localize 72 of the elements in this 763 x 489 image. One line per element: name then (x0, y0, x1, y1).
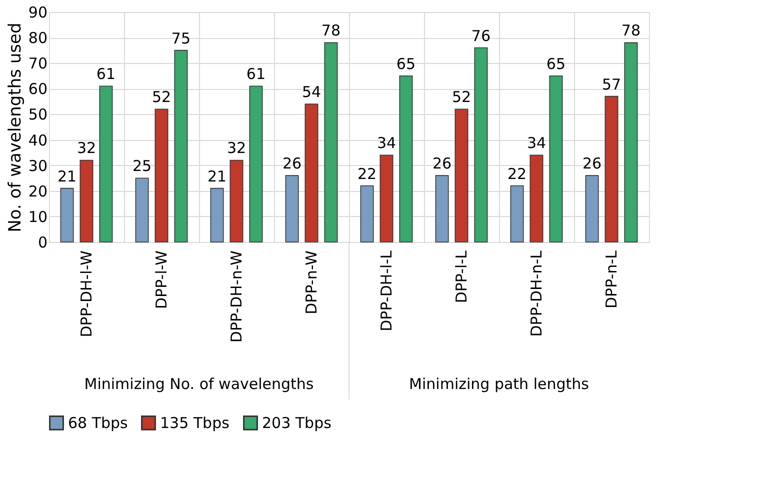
data-label: 26 (432, 154, 452, 173)
y-tick-label: 70 (28, 54, 48, 73)
data-label: 26 (582, 154, 602, 173)
data-label: 52 (152, 88, 172, 106)
y-tick-label: 80 (28, 29, 48, 48)
data-label: 78 (621, 22, 641, 40)
bar (210, 188, 224, 242)
bar (399, 75, 413, 242)
x-tick-label: DPP-DH-l-W (78, 250, 96, 338)
x-tick-label: DPP-n-L (602, 250, 620, 309)
bar (454, 108, 468, 242)
x-tick-label: DPP-DH-l-L (378, 250, 396, 332)
data-label: 21 (207, 167, 227, 186)
bar (510, 185, 524, 242)
text: Minimizing path lengths (409, 375, 590, 393)
bar (99, 86, 113, 242)
data-label: 65 (546, 54, 566, 73)
data-label: 26 (282, 154, 302, 173)
bar (380, 154, 394, 242)
data-label: 65 (396, 54, 416, 73)
y-tick-label: 60 (28, 80, 48, 98)
y-tick-label: 90 (28, 4, 48, 22)
data-label: 22 (507, 164, 527, 183)
y-axis-title: No. of wavelengths used (5, 22, 26, 232)
data-label: 54 (302, 83, 322, 101)
data-label: 32 (76, 139, 96, 158)
bar (80, 160, 94, 242)
data-label: 61 (246, 65, 266, 84)
data-label: 52 (452, 88, 472, 106)
bar (174, 50, 188, 242)
x-tick-label: DPP-l-L (452, 250, 470, 304)
bar (230, 160, 244, 242)
data-label: 61 (96, 65, 116, 84)
data-label: 34 (526, 134, 546, 152)
legend-label: 68 Tbps (68, 414, 128, 432)
bar (435, 175, 449, 242)
bar (474, 47, 488, 242)
data-label: 76 (471, 26, 491, 45)
bar (135, 178, 149, 242)
legend-label: 203 Tbps (262, 414, 332, 432)
bar (60, 188, 74, 242)
data-label: 75 (171, 29, 191, 48)
data-label: 57 (602, 75, 622, 94)
data-label: 32 (226, 139, 246, 158)
bar (549, 75, 563, 242)
data-label: 22 (357, 164, 377, 183)
y-tick-label: 20 (28, 182, 48, 200)
data-label: 34 (376, 134, 396, 152)
y-tick-label: 40 (28, 131, 48, 150)
data-label: 21 (57, 167, 77, 186)
bar (324, 42, 338, 242)
bar (154, 108, 168, 242)
x-tick-label: DPP-l-W (152, 250, 170, 310)
legend-label: 135 Tbps (160, 414, 230, 432)
y-tick-label: 0 (38, 234, 48, 252)
bar (249, 86, 263, 242)
bar (530, 154, 544, 242)
y-tick-label: 30 (28, 156, 48, 175)
x-tick-label: DPP-n-W (302, 250, 320, 314)
bar (585, 175, 599, 242)
y-tick-label: 10 (28, 208, 48, 226)
bar (285, 175, 299, 242)
x-tick-label: DPP-DH-n-W (228, 250, 246, 343)
bar (360, 185, 374, 242)
bar (624, 42, 638, 242)
data-label: 78 (321, 22, 341, 40)
bar (604, 96, 618, 242)
x-tick-label: DPP-DH-n-L (528, 250, 546, 337)
text: Minimizing No. of wavelengths (84, 375, 314, 393)
bar (304, 104, 318, 242)
y-tick-label: 50 (28, 106, 48, 124)
data-label: 25 (132, 157, 152, 176)
